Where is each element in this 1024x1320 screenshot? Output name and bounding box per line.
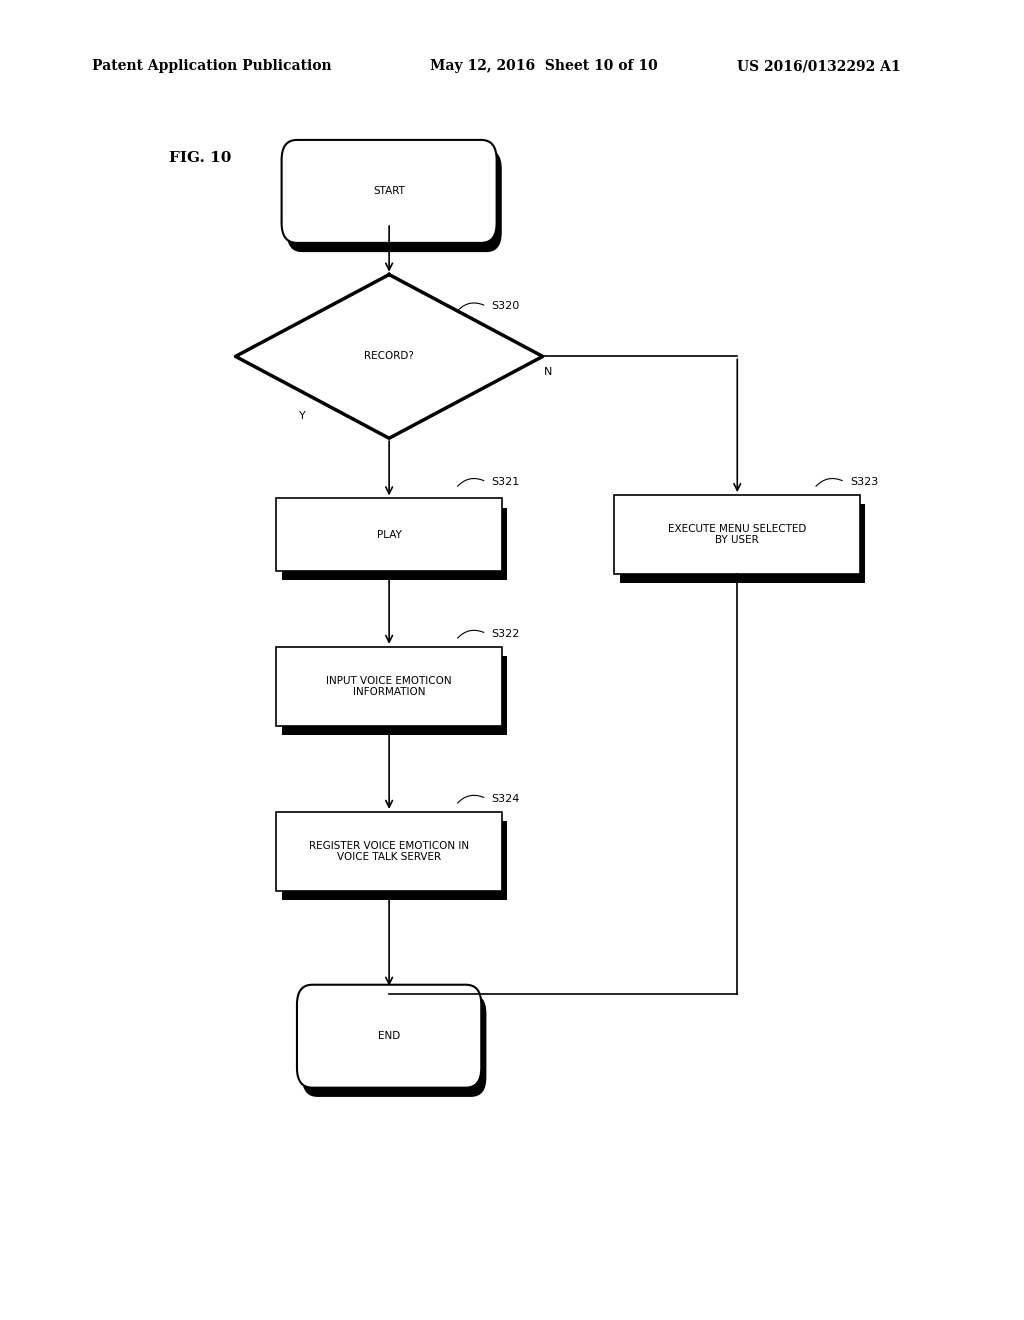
Text: PLAY: PLAY — [377, 529, 401, 540]
Bar — [276, 812, 502, 891]
FancyBboxPatch shape — [302, 994, 486, 1097]
Bar — [614, 495, 860, 574]
FancyBboxPatch shape — [287, 149, 502, 252]
Text: S324: S324 — [492, 793, 520, 804]
Bar — [276, 647, 502, 726]
Text: Patent Application Publication: Patent Application Publication — [92, 59, 332, 74]
Text: S321: S321 — [492, 477, 520, 487]
FancyBboxPatch shape — [282, 140, 497, 243]
Bar — [282, 821, 507, 900]
Text: S322: S322 — [492, 628, 520, 639]
Text: START: START — [373, 186, 406, 197]
Text: INPUT VOICE EMOTICON
INFORMATION: INPUT VOICE EMOTICON INFORMATION — [327, 676, 452, 697]
Bar — [282, 656, 507, 735]
FancyBboxPatch shape — [297, 985, 481, 1088]
Bar — [620, 504, 865, 583]
Text: US 2016/0132292 A1: US 2016/0132292 A1 — [737, 59, 901, 74]
Text: N: N — [544, 367, 552, 378]
Bar — [282, 507, 507, 581]
Text: S323: S323 — [850, 477, 879, 487]
Polygon shape — [236, 275, 543, 438]
Text: Y: Y — [299, 411, 305, 421]
Text: END: END — [378, 1031, 400, 1041]
Bar — [276, 498, 502, 570]
Text: RECORD?: RECORD? — [365, 351, 414, 362]
Text: FIG. 10: FIG. 10 — [169, 152, 231, 165]
Text: REGISTER VOICE EMOTICON IN
VOICE TALK SERVER: REGISTER VOICE EMOTICON IN VOICE TALK SE… — [309, 841, 469, 862]
Text: EXECUTE MENU SELECTED
BY USER: EXECUTE MENU SELECTED BY USER — [668, 524, 807, 545]
Text: S320: S320 — [492, 301, 520, 312]
Text: May 12, 2016  Sheet 10 of 10: May 12, 2016 Sheet 10 of 10 — [430, 59, 657, 74]
